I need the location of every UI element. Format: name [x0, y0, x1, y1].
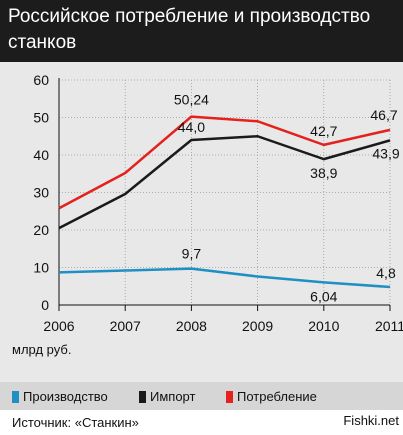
- legend-item-consumption: Потребление: [226, 389, 317, 404]
- data-label: 42,7: [310, 123, 337, 139]
- series-line-0: [58, 267, 391, 289]
- legend-item-import: Импорт: [139, 389, 195, 404]
- legend-label-import: Импорт: [150, 389, 196, 404]
- x-tick-label: 2009: [242, 318, 273, 334]
- data-label: 4,8: [376, 265, 396, 281]
- chart-title: Российское потребление и производство ст…: [8, 6, 371, 53]
- y-tick-label: 30: [33, 185, 49, 201]
- data-label: 38,9: [310, 165, 337, 181]
- x-tick-label: 2010: [308, 318, 339, 334]
- series-line-1: [58, 135, 391, 230]
- y-tick-label: 10: [33, 260, 49, 276]
- series-lines: [58, 115, 391, 289]
- plot-area: [0, 62, 403, 382]
- line-chart: 0 10 20 30 40 50 60 2006 2007 2008 2009 2010 2011 9,…: [33, 72, 403, 334]
- chart-header: Российское потребление и производство ст…: [0, 0, 403, 62]
- legend-item-production: Производство: [12, 389, 108, 404]
- watermark: Fishki.net: [343, 413, 399, 428]
- legend-label-consumption: Потребление: [237, 389, 317, 404]
- y-tick-label: 20: [33, 222, 49, 238]
- y-tick-label: 60: [33, 72, 49, 88]
- legend-swatch-import: [139, 390, 146, 403]
- source-note: Источник: «Станкин»: [12, 415, 139, 430]
- y-tick-label: 0: [41, 297, 49, 313]
- x-tick-label: 2006: [43, 318, 74, 334]
- x-tick-label: 2007: [110, 318, 141, 334]
- y-tick-label: 40: [33, 147, 49, 163]
- x-tick-label: 2011: [375, 318, 403, 334]
- legend-swatch-production: [12, 390, 19, 403]
- legend-label-production: Производство: [23, 389, 108, 404]
- legend: Производство Импорт Потребление: [0, 382, 403, 410]
- data-label: 43,9: [372, 145, 399, 161]
- axes: 0 10 20 30 40 50 60 2006 2007 2008 2009 2010 2011: [33, 72, 403, 334]
- data-labels: 9,7 6,04 4,8 44,0 38,9 43,9 50,24 42,7 46,7: [174, 92, 400, 305]
- y-tick-label: 50: [33, 110, 49, 126]
- data-label: 44,0: [178, 119, 205, 135]
- x-tick-label: 2008: [176, 318, 207, 334]
- series-line-2: [58, 115, 391, 210]
- data-label: 9,7: [182, 246, 202, 262]
- legend-swatch-consumption: [226, 390, 233, 403]
- y-unit-label: млрд руб.: [12, 342, 72, 357]
- data-label: 46,7: [370, 107, 397, 123]
- data-label: 50,24: [174, 92, 209, 108]
- data-label: 6,04: [310, 288, 337, 304]
